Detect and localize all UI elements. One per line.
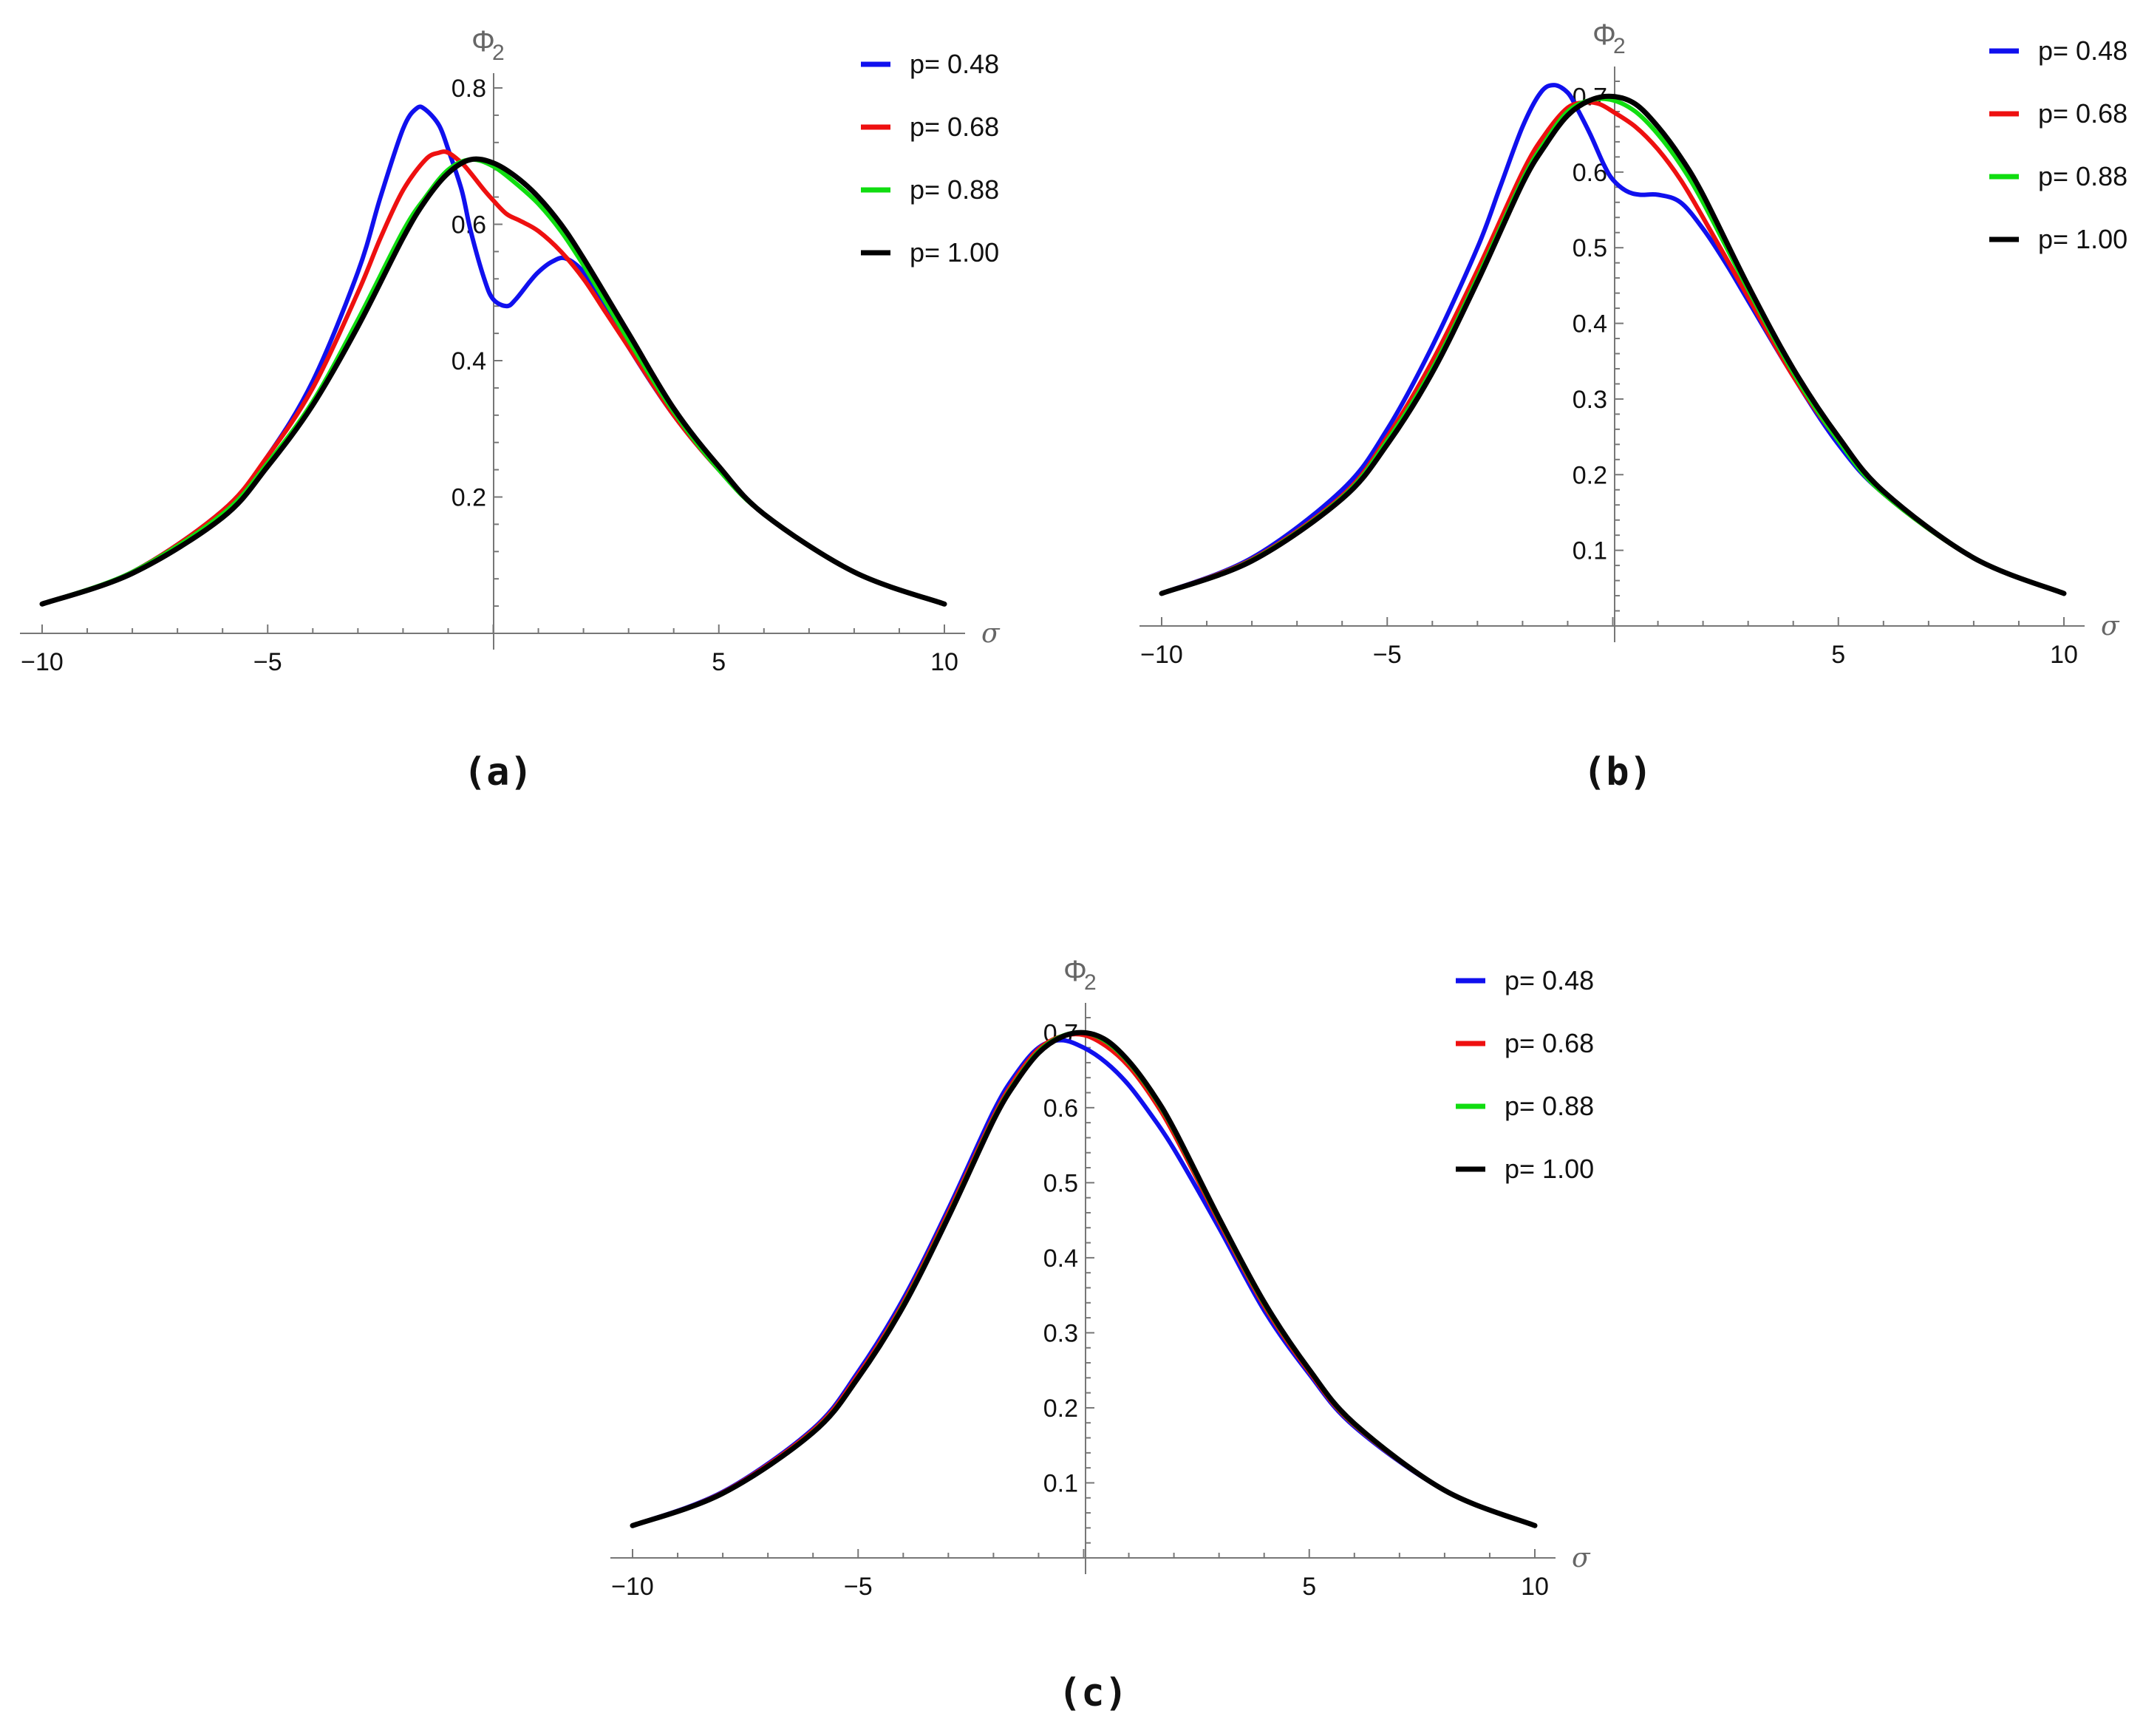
x-axis-label: σ (2101, 611, 2120, 641)
series-line-100 (39, 156, 947, 607)
x-tick-label: 10 (1521, 1573, 1549, 1601)
y-tick-label: 0.2 (1573, 461, 1607, 489)
y-tick-label: 0.3 (1043, 1319, 1078, 1347)
series-line-048 (630, 1038, 1537, 1528)
legend-label: p= 1.00 (1505, 1154, 1594, 1184)
legend-label: p= 1.00 (910, 237, 999, 268)
y-tick-label: 0.3 (1573, 386, 1607, 414)
legend-label: p= 0.68 (1505, 1028, 1594, 1058)
series-line-048 (1159, 83, 2066, 596)
legend-label: p= 0.48 (910, 49, 999, 79)
y-tick-label: 0.6 (1043, 1095, 1078, 1123)
series-line-088 (1159, 96, 2066, 596)
y-tick-label: 0.5 (1573, 234, 1607, 262)
legend-label: p= 0.48 (2038, 35, 2127, 66)
y-tick-label: 0.8 (452, 75, 486, 103)
y-tick-label: 0.4 (1573, 310, 1607, 338)
chart-panel-a: −10 −5 5 10 0.2 0.4 0.6 0.8 σ Φ 2 p= 0.48 p= 0.68 p= … (0, 0, 1064, 850)
y-tick-label: 0.4 (1043, 1245, 1078, 1273)
legend-label: p= 0.68 (910, 112, 999, 142)
x-tick-label: −5 (1373, 641, 1402, 669)
x-tick-label: −5 (844, 1573, 873, 1601)
series-line-100 (630, 1029, 1538, 1528)
y-axis-label-subscript: 2 (1084, 970, 1097, 995)
legend-label: p= 0.48 (1505, 965, 1594, 995)
y-axis-label-subscript: 2 (1613, 34, 1626, 58)
chart-panel-b: −10 −5 5 10 0.1 0.2 0.3 0.4 0.5 0.6 0.7 σ Φ 2 p= 0.48 p… (1072, 0, 2143, 850)
legend-label: p= 0.88 (910, 174, 999, 205)
y-tick-label: 0.1 (1043, 1469, 1078, 1497)
legend-label: p= 0.88 (1505, 1091, 1594, 1121)
y-axis-label: Φ (1063, 955, 1087, 987)
series-line-100 (1159, 93, 2067, 596)
legend-label: p= 0.68 (2038, 98, 2127, 129)
legend-label: p= 0.88 (2038, 161, 2127, 191)
chart-panel-c: −10 −5 5 10 0.1 0.2 0.3 0.4 0.5 0.6 0.7 σ Φ 2 p= 0.48 p… (576, 924, 1641, 1732)
y-axis-label: Φ (471, 25, 495, 58)
y-tick-label: 0.4 (452, 347, 486, 375)
y-tick-label: 0.2 (1043, 1395, 1078, 1423)
panel-label: (b) (1583, 750, 1652, 794)
x-tick-label: 5 (712, 648, 726, 676)
series-line-068 (1159, 100, 2066, 596)
x-tick-label: 5 (1831, 641, 1845, 669)
series-line-088 (630, 1030, 1537, 1528)
x-axis-label: σ (1572, 1543, 1591, 1573)
x-tick-label: 10 (930, 648, 958, 676)
legend-label: p= 1.00 (2038, 224, 2127, 254)
series-line-068 (630, 1032, 1537, 1528)
y-axis-label: Φ (1592, 18, 1616, 51)
y-tick-label: 0.2 (452, 484, 486, 512)
x-tick-label: −10 (21, 648, 64, 676)
x-tick-label: 10 (2050, 641, 2078, 669)
panel-label: (c) (1058, 1671, 1128, 1715)
y-tick-label: 0.1 (1573, 537, 1607, 565)
x-axis-label: σ (981, 619, 1001, 649)
x-tick-label: −10 (1140, 641, 1183, 669)
x-tick-label: −10 (611, 1573, 654, 1601)
panel-label: (a) (463, 750, 533, 794)
x-tick-label: 5 (1302, 1573, 1316, 1601)
x-tick-label: −5 (253, 648, 282, 676)
y-axis-label-subscript: 2 (492, 41, 505, 65)
y-tick-label: 0.5 (1043, 1169, 1078, 1197)
